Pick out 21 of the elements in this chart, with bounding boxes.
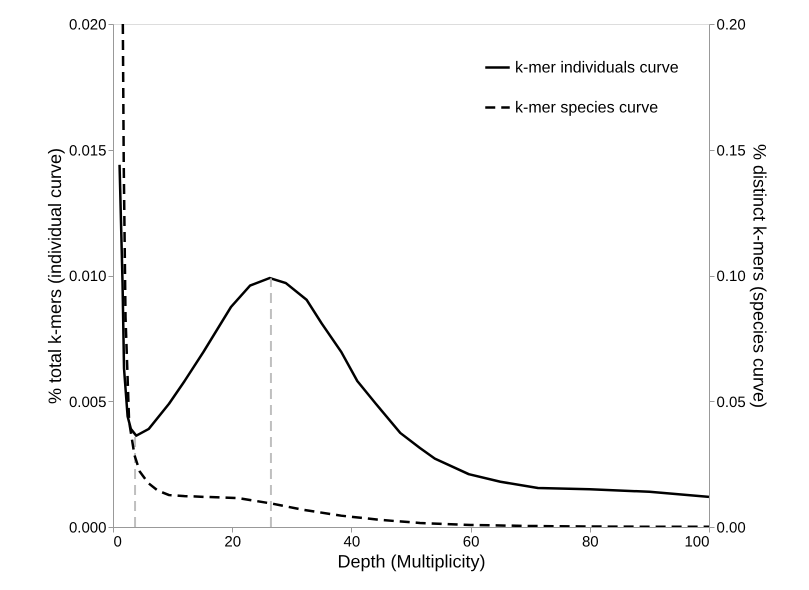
y-tick-label: 0.015 <box>68 142 106 160</box>
y2-tick-label: 0.10 <box>716 268 746 285</box>
y-tick-label: 0.000 <box>68 520 106 536</box>
y-tick-label: 0.020 <box>68 16 106 34</box>
y-tick-label: 0.005 <box>68 394 106 411</box>
legend-label: k-mer species curve <box>515 100 658 116</box>
y2-tick-label: 0.20 <box>716 16 746 34</box>
x-tick-label: 80 <box>582 534 599 550</box>
y-axis-title: % total k-mers (individual curve) <box>44 148 65 404</box>
x-tick-label: 20 <box>224 534 242 550</box>
x-tick-label: 0 <box>114 534 122 550</box>
y2-tick-label: 0.00 <box>716 520 746 536</box>
y2-tick-label: 0.05 <box>716 394 746 411</box>
x-axis-title: Depth (Multiplicity) <box>337 552 486 572</box>
y2-axis-title: % distinct k-mers (species curve) <box>750 144 770 408</box>
x-tick-label: 100 <box>684 534 710 550</box>
y-tick-label: 0.010 <box>68 268 106 285</box>
x-tick-label: 40 <box>344 534 360 550</box>
x-tick-label: 60 <box>462 534 480 550</box>
legend-label: k-mer individuals curve <box>515 60 679 76</box>
y2-tick-label: 0.15 <box>716 142 746 160</box>
